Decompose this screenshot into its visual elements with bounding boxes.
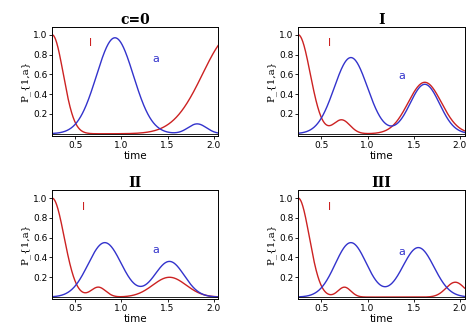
Text: a: a (398, 71, 405, 81)
Title: II: II (128, 176, 142, 190)
X-axis label: time: time (123, 314, 147, 324)
Text: l: l (89, 39, 92, 48)
Text: l: l (82, 202, 85, 212)
Title: I: I (378, 13, 385, 27)
Title: III: III (372, 176, 392, 190)
X-axis label: time: time (370, 151, 393, 161)
Title: c=0: c=0 (120, 13, 150, 27)
Text: l: l (328, 202, 331, 212)
Text: a: a (152, 245, 159, 255)
X-axis label: time: time (370, 314, 393, 324)
Text: a: a (398, 248, 405, 257)
Y-axis label: P_{1,a}: P_{1,a} (266, 224, 276, 265)
Y-axis label: P_{1,a}: P_{1,a} (20, 61, 30, 102)
X-axis label: time: time (123, 151, 147, 161)
Y-axis label: P_{1,a}: P_{1,a} (266, 61, 276, 102)
Y-axis label: P_{1,a}: P_{1,a} (20, 224, 30, 265)
Text: a: a (152, 54, 159, 64)
Text: l: l (328, 39, 331, 48)
